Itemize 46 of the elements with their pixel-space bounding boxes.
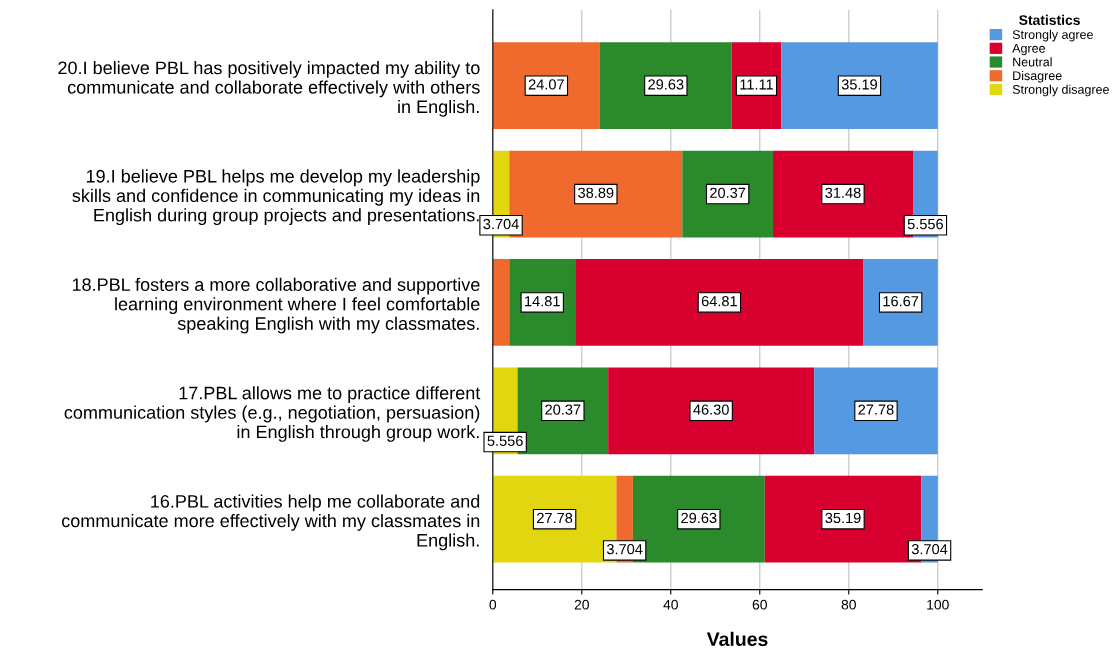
y-tick-label: 18.PBL fosters a more collaborative and supportive learning environment where I feel comfortable speaking English with my classmates. xyxy=(72,277,480,334)
data-label: 27.78 xyxy=(537,512,573,524)
bar xyxy=(608,367,815,455)
legend-label: Neutral xyxy=(1013,57,1052,67)
legend-title: Statistics xyxy=(1019,14,1080,25)
data-label: 11.11 xyxy=(740,79,773,90)
bar xyxy=(599,42,732,130)
data-label: 35.19 xyxy=(825,512,861,524)
y-tick-label: 16.PBL activities help me collaborate and communicate more effectively with my classmates in English. xyxy=(61,494,480,551)
x-tick-label: 60 xyxy=(752,599,767,610)
data-label: 64.81 xyxy=(701,296,737,307)
data-label: 27.78 xyxy=(858,404,894,415)
legend-label: Disagree xyxy=(1013,70,1062,83)
x-axis-title: Values xyxy=(706,631,768,647)
data-label: 35.19 xyxy=(841,79,878,90)
x-tick-label: 0 xyxy=(489,599,497,610)
legend-label: Agree xyxy=(1012,43,1045,56)
data-label: 46.30 xyxy=(693,404,729,415)
data-label: 5.556 xyxy=(907,218,943,230)
data-label: 14.81 xyxy=(525,296,560,307)
data-label: 20.37 xyxy=(545,404,581,415)
data-label: 38.89 xyxy=(578,187,614,198)
bar xyxy=(492,259,510,346)
legend-label: Strongly agree xyxy=(1012,29,1093,42)
bar xyxy=(781,42,938,130)
bar xyxy=(814,367,938,455)
data-label: 3.704 xyxy=(911,544,948,555)
data-label: 5.556 xyxy=(487,435,523,446)
x-tick-label: 20 xyxy=(574,599,589,610)
x-tick-label: 40 xyxy=(663,599,678,610)
data-label: 20.37 xyxy=(710,187,746,198)
y-tick-label: 19.I believe PBL helps me develop my leadership skills and confidence in communicating my ideas in English during group projects and presentations. xyxy=(72,169,480,226)
data-label: 3.704 xyxy=(483,218,519,230)
x-tick-label: 80 xyxy=(841,599,856,610)
data-label: 3.704 xyxy=(606,544,643,555)
data-label: 31.48 xyxy=(825,187,861,198)
data-label: 24.07 xyxy=(528,79,564,90)
data-label: 16.67 xyxy=(883,296,919,307)
data-label: 29.63 xyxy=(681,512,717,524)
bar xyxy=(575,259,864,346)
data-label: 29.63 xyxy=(648,79,684,90)
x-tick-label: 100 xyxy=(927,599,949,610)
legend-label: Strongly disagree xyxy=(1012,84,1109,97)
y-tick-label: 17.PBL allows me to practice different communication styles (e.g., negotiation, persuasion) in English through group work. xyxy=(64,386,481,442)
bar xyxy=(492,42,600,130)
y-tick-label: 20.I believe PBL has positively impacted my ability to communicate and collaborate effectively with others in English. xyxy=(58,60,480,117)
